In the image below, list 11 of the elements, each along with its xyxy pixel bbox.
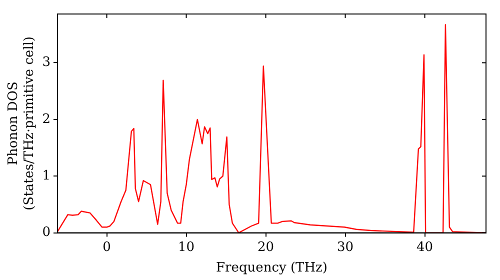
y-tick-label: 0 <box>42 225 50 240</box>
y-tick-label: 2 <box>42 112 50 127</box>
x-tick-label: 10 <box>178 240 195 255</box>
y-axis-title: Phonon DOS (States/THz·primitive cell) <box>6 36 37 210</box>
x-axis-title: Frequency (THz) <box>216 260 328 276</box>
y-tick-label: 3 <box>42 55 50 70</box>
x-tick-label: 30 <box>337 240 354 255</box>
x-tick-label: 0 <box>102 240 111 255</box>
x-tick-label: 20 <box>258 240 274 255</box>
y-tick-label: 1 <box>42 168 50 184</box>
x-tick-label: 40 <box>416 240 434 255</box>
